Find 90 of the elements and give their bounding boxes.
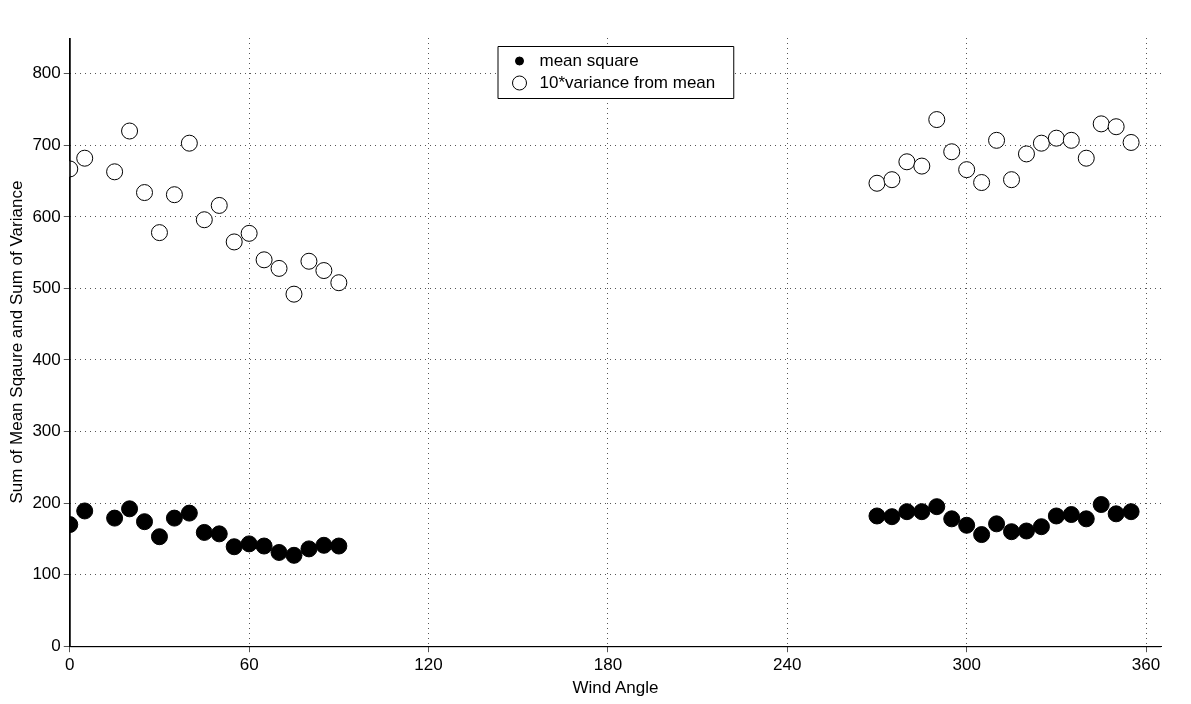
point xyxy=(270,259,288,277)
point xyxy=(1047,129,1065,147)
point xyxy=(106,163,124,181)
point xyxy=(210,525,228,543)
point xyxy=(195,211,213,229)
point xyxy=(106,509,124,527)
y-tick-label: 500 xyxy=(32,278,61,298)
point xyxy=(973,526,991,544)
point xyxy=(210,196,228,214)
point xyxy=(898,503,916,521)
point xyxy=(883,171,901,189)
point xyxy=(255,251,273,269)
point xyxy=(300,540,318,558)
y-tick-label: 400 xyxy=(32,349,61,369)
y-tick-label: 600 xyxy=(32,206,61,226)
point xyxy=(868,507,886,525)
point xyxy=(1032,134,1050,152)
x-tick-label: 60 xyxy=(239,655,259,675)
point xyxy=(1017,145,1035,163)
point xyxy=(898,153,916,171)
point xyxy=(240,224,258,242)
point xyxy=(136,184,154,202)
y-tick-label: 100 xyxy=(32,564,61,584)
point xyxy=(1077,510,1095,528)
point xyxy=(1003,523,1021,541)
point xyxy=(76,149,94,167)
y-axis-title: Sum of Mean Sqaure and Sum of Variance xyxy=(6,180,26,504)
point xyxy=(1017,522,1035,540)
point xyxy=(928,111,946,129)
x-tick-label: 360 xyxy=(1131,655,1161,675)
x-tick-label: 120 xyxy=(414,655,443,675)
point xyxy=(973,174,991,192)
point xyxy=(285,546,303,564)
point xyxy=(330,274,348,292)
x-axis-title: Wind Angle xyxy=(572,678,659,698)
point xyxy=(868,174,886,192)
point xyxy=(150,224,168,242)
point xyxy=(913,157,931,175)
point xyxy=(76,502,94,520)
point xyxy=(988,131,1006,149)
point xyxy=(121,122,139,140)
point xyxy=(1003,171,1021,189)
point xyxy=(315,262,333,280)
point xyxy=(958,516,976,534)
point xyxy=(943,143,961,161)
point xyxy=(150,528,168,546)
y-tick-label: 700 xyxy=(32,135,61,155)
legend-label: mean square xyxy=(539,50,639,70)
point xyxy=(121,500,139,518)
point xyxy=(255,537,273,555)
point xyxy=(928,498,946,516)
point xyxy=(315,536,333,554)
point xyxy=(225,538,243,556)
point xyxy=(225,233,243,251)
point xyxy=(300,252,318,270)
point xyxy=(270,543,288,561)
point xyxy=(1092,115,1110,133)
point xyxy=(1062,506,1080,524)
x-tick-label: 180 xyxy=(593,655,623,675)
point xyxy=(165,509,183,527)
point xyxy=(1077,149,1095,167)
point xyxy=(988,515,1006,533)
legend-label: 10*variance from mean xyxy=(539,72,716,92)
point xyxy=(240,535,258,553)
point xyxy=(285,285,303,303)
y-tick-label: 300 xyxy=(32,421,61,441)
point xyxy=(165,186,183,204)
point xyxy=(1122,133,1140,151)
point xyxy=(1032,518,1050,536)
point xyxy=(180,134,198,152)
point xyxy=(958,161,976,179)
y-tick-label: 200 xyxy=(32,492,61,512)
point xyxy=(1107,118,1125,136)
point xyxy=(1122,503,1140,521)
point xyxy=(1107,505,1125,523)
point xyxy=(1062,131,1080,149)
point xyxy=(913,503,931,521)
y-tick-label: 800 xyxy=(32,63,61,83)
point xyxy=(180,504,198,522)
point xyxy=(195,523,213,541)
point xyxy=(330,537,348,555)
point xyxy=(136,513,154,531)
point xyxy=(1092,496,1110,514)
point xyxy=(883,508,901,526)
x-tick-label: 0 xyxy=(65,655,75,675)
point xyxy=(943,510,961,528)
x-tick-label: 240 xyxy=(773,655,802,675)
y-tick-label: 0 xyxy=(51,635,61,655)
point xyxy=(1047,507,1065,525)
x-tick-label: 300 xyxy=(952,655,981,675)
